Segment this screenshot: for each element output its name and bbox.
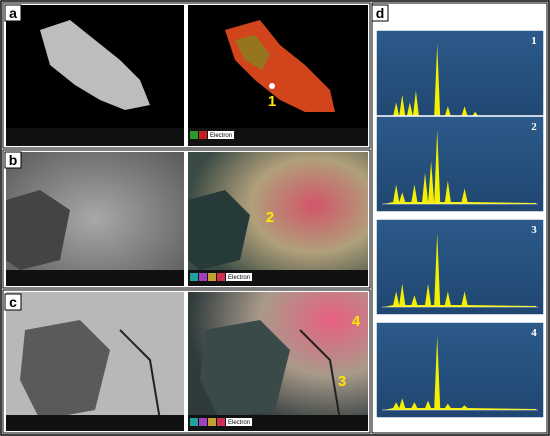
row-a-frame: [2, 2, 371, 149]
label-box: [4, 4, 22, 22]
crack: [119, 329, 161, 421]
panel-label: b: [9, 152, 18, 168]
legend-swatch: [208, 273, 216, 281]
point-marker: 1: [268, 93, 276, 110]
legend-swatch: [217, 273, 225, 281]
legend-text: Electron: [228, 420, 250, 426]
legend-box: [226, 273, 252, 281]
info-bar: [6, 128, 184, 146]
legend-box: [208, 131, 234, 139]
spectrum-bg: [375, 115, 545, 213]
point-marker: 3: [338, 373, 346, 390]
info-bar: [6, 415, 184, 431]
legend-swatch: [217, 418, 225, 426]
grain: [20, 320, 110, 420]
legend-swatch: [199, 418, 207, 426]
legend-box: [226, 418, 252, 426]
spot: [269, 83, 275, 89]
label-box: [4, 151, 22, 169]
legend-swatch: [190, 131, 198, 139]
row-c-frame: [2, 289, 371, 434]
point-marker: 2: [266, 209, 274, 226]
spectrum-number: 3: [531, 224, 537, 236]
particle: [40, 20, 150, 110]
legend-swatch: [208, 418, 216, 426]
legend-text: Electron: [210, 133, 232, 139]
spectrum-bg: [375, 321, 545, 419]
spectrum-number: 1: [531, 35, 537, 47]
row-b-frame: [2, 149, 371, 289]
legend-swatch: [199, 131, 207, 139]
point-marker: 4: [352, 313, 361, 330]
info-bar: [6, 270, 184, 286]
legend-swatch: [199, 273, 207, 281]
grain-map: [200, 320, 290, 420]
spectra: 1 2 3 4: [375, 29, 545, 419]
grain-map: [188, 190, 250, 270]
particle-map-detail: [235, 35, 270, 70]
label-box: [371, 4, 389, 22]
panel-label: c: [9, 294, 17, 310]
panel-label: a: [9, 5, 17, 21]
panel-label: d: [376, 5, 385, 21]
legend-swatch: [190, 418, 198, 426]
legend-text: Electron: [228, 275, 250, 281]
spectrum-number: 4: [531, 327, 537, 339]
spectrum-number: 2: [531, 121, 537, 133]
label-box: [4, 293, 22, 311]
legend-swatch: [190, 273, 198, 281]
crack: [299, 329, 341, 421]
grain: [6, 190, 70, 270]
